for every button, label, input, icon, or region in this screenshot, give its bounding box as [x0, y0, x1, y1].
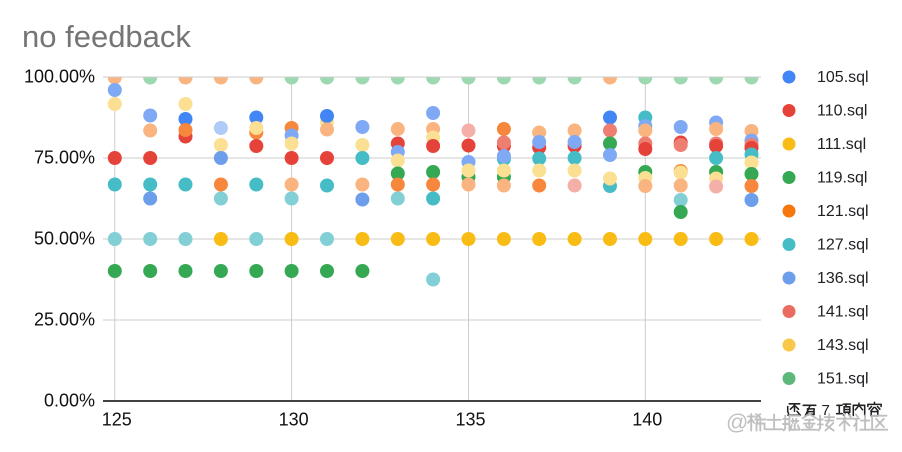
svg-text:50.00%: 50.00%: [34, 229, 95, 249]
svg-text:127.sql: 127.sql: [817, 237, 869, 254]
svg-text:151.sql: 151.sql: [817, 371, 869, 388]
svg-text:119.sql: 119.sql: [817, 170, 867, 187]
svg-text:121.sql: 121.sql: [817, 203, 869, 220]
svg-text:@: @: [726, 410, 748, 435]
svg-text:25.00%: 25.00%: [34, 310, 95, 330]
svg-text:0.00%: 0.00%: [44, 391, 95, 411]
svg-text:130: 130: [279, 410, 309, 430]
svg-text:135: 135: [455, 410, 485, 430]
svg-text:143.sql: 143.sql: [817, 337, 869, 354]
svg-text:100.00%: 100.00%: [24, 67, 95, 87]
svg-text:136.sql: 136.sql: [817, 270, 869, 287]
svg-text:110.sql: 110.sql: [817, 103, 867, 120]
svg-text:125: 125: [102, 410, 132, 430]
svg-text:105.sql: 105.sql: [817, 69, 869, 86]
svg-text:141.sql: 141.sql: [817, 304, 869, 321]
svg-text:7: 7: [822, 402, 830, 419]
svg-text:no feedback: no feedback: [22, 19, 191, 54]
svg-text:111.sql: 111.sql: [817, 136, 866, 153]
svg-text:75.00%: 75.00%: [34, 148, 95, 168]
svg-text:140: 140: [632, 410, 662, 430]
